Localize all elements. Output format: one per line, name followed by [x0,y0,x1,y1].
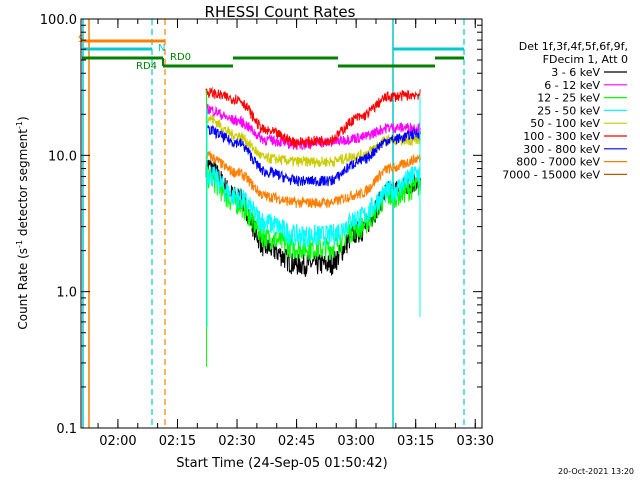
legend-label-0: 3 - 6 keV [551,66,600,79]
y-tick-label-1: 1.0 [56,286,77,301]
series-line-25-to-50keV-kev [205,165,421,248]
plot-frame [80,18,483,429]
x-tick-label-3: 02:45 [278,434,315,449]
y-axis: 0.1 1.0 10.0 100.0 [40,13,482,437]
legend-header-line-1: Det 1f,3f,4f,5f,6f,9f, [519,40,628,53]
y-tick-label-3: 100.0 [40,13,77,28]
legend-label-6: 300 - 800 keV [523,143,600,156]
series-line-800-to-7000keV-kev [205,150,421,209]
x-tick-label-0: 02:00 [99,434,136,449]
y-tick-label-2: 10.0 [48,149,77,164]
annotation-rd0: RD0 [170,52,191,63]
x-tick-label-6: 03:30 [457,434,494,449]
chart-title: RHESSI Count Rates [205,3,356,21]
legend-label-2: 12 - 25 keV [537,92,600,105]
legend-header-line-2: FDecim 1, Att 0 [543,53,628,66]
legend-label-7: 800 - 7000 keV [516,156,600,169]
legend-label-1: 6 - 12 keV [544,79,600,92]
legend-label-4: 50 - 100 keV [530,117,600,130]
legend-label-5: 100 - 300 keV [523,130,600,143]
legend-label-8: 7000 - 15000 keV [502,168,600,181]
series-line-300-to-800keV-kev [205,123,421,187]
x-axis-label: Start Time (24-Sep-05 01:50:42) [176,456,387,471]
y-tick-label-0: 0.1 [56,422,77,437]
series-line-50-to-100keV-kev [205,114,421,169]
y-axis-label: Count Rate (s-1 detector segment-1) [15,116,30,329]
series-line-100-to-300keV-kev [205,86,421,148]
x-tick-label-1: 02:15 [159,434,196,449]
x-axis: 02:00 02:15 02:30 02:45 03:00 03:15 03:30 [97,19,494,449]
legend: Det 1f,3f,4f,5f,6f,9f, FDecim 1, Att 0 3… [502,40,628,181]
x-tick-label-4: 03:00 [337,434,374,449]
onset-spikes [206,90,421,368]
x-tick-label-5: 03:15 [397,434,434,449]
series-layer [205,86,421,277]
timestamp: 20-Oct-2021 13:20 [558,467,634,476]
annotation-n: N [158,43,165,54]
annotation-rd4: RD4 [136,61,157,72]
legend-label-3: 25 - 50 keV [537,104,600,117]
x-tick-label-2: 02:30 [218,434,255,449]
series-line-3-to-6keV-kev [205,156,421,277]
